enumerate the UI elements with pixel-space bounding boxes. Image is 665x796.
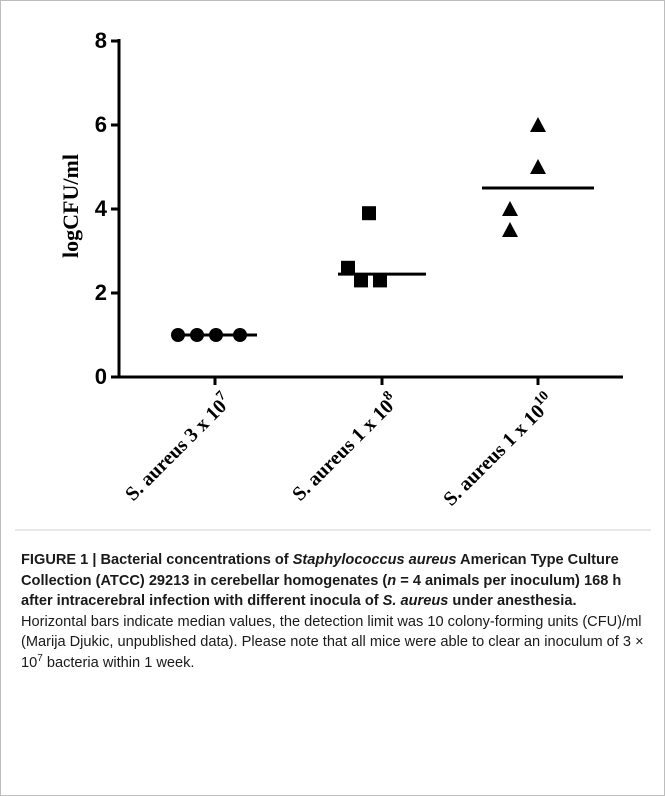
caption-text: American Type Culture Collection (ATCC) … bbox=[21, 552, 619, 589]
point bbox=[502, 201, 518, 216]
x-tick-label-text: S. aureus 3 x 10 bbox=[121, 395, 231, 505]
point bbox=[530, 117, 546, 132]
y-tick-label: 4 bbox=[95, 196, 108, 221]
y-axis-label: logCFU/ml bbox=[58, 154, 83, 258]
caption-title: FIGURE 1 | Bacterial concentrations of S… bbox=[21, 550, 651, 612]
caption-text: S. aureus bbox=[382, 593, 449, 610]
point bbox=[530, 159, 546, 174]
point bbox=[362, 206, 376, 221]
caption-text: n bbox=[387, 572, 397, 589]
point bbox=[354, 273, 368, 288]
y-tick-label: 0 bbox=[95, 364, 107, 389]
x-tick-label: S. aureus 1 x 108 bbox=[286, 388, 403, 505]
caption-body: Horizontal bars indicate median values, … bbox=[21, 612, 651, 674]
caption-text: FIGURE 1 | Bacterial concentrations of bbox=[21, 552, 293, 568]
caption-text: = 4 animals per inoculum) 168 h after in… bbox=[21, 572, 622, 610]
caption-text: under anesthesia. bbox=[448, 593, 577, 610]
point bbox=[341, 260, 355, 275]
x-tick-label: S. aureus 1 x 1010 bbox=[437, 388, 559, 510]
x-tick-label-text: S. aureus 1 x 10 bbox=[288, 395, 398, 505]
caption-text: Staphylococcus aureus bbox=[292, 552, 457, 568]
caption-text: Horizontal bars indicate median values, … bbox=[21, 613, 644, 671]
y-tick-label: 6 bbox=[95, 112, 107, 137]
y-tick-label: 2 bbox=[95, 280, 107, 305]
x-tick-label: S. aureus 3 x 107 bbox=[119, 388, 236, 505]
caption-text: 7 bbox=[37, 653, 43, 665]
x-tick-label-text: S. aureus 1 x 10 bbox=[439, 400, 549, 510]
caption: FIGURE 1 | Bacterial concentrations of S… bbox=[21, 550, 651, 674]
caption-text: bacteria within 1 week. bbox=[42, 654, 195, 671]
point bbox=[373, 273, 387, 288]
y-tick-label: 8 bbox=[95, 28, 107, 53]
point bbox=[502, 222, 518, 237]
